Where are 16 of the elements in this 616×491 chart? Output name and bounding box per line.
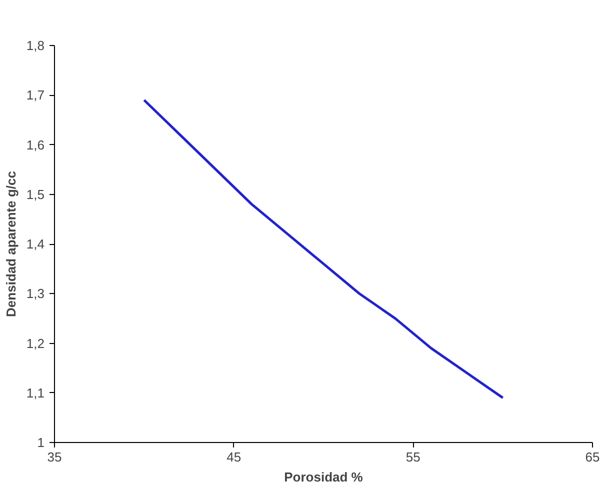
y-tick-label: 1,6 bbox=[26, 137, 45, 152]
x-tick-label: 55 bbox=[406, 450, 420, 464]
x-tick-label: 65 bbox=[585, 450, 600, 464]
y-tick-label: 1,7 bbox=[26, 88, 45, 103]
y-tick-label: 1,3 bbox=[26, 286, 45, 302]
x-axis-title: Porosidad % bbox=[284, 470, 364, 484]
y-tick-label: 1,2 bbox=[26, 336, 45, 351]
y-tick-label: 1,1 bbox=[26, 385, 45, 400]
y-tick-label: 1,4 bbox=[26, 236, 45, 252]
y-axis-title: Densidad aparente g/cc bbox=[3, 171, 18, 317]
line-series bbox=[142, 98, 504, 400]
y-tick-label: 1 bbox=[37, 435, 45, 450]
x-tick-label: 35 bbox=[47, 450, 62, 464]
y-tick-label: 1,5 bbox=[26, 186, 45, 202]
x-tick-label: 45 bbox=[226, 450, 242, 464]
y-tick-label: 1,8 bbox=[26, 38, 45, 53]
